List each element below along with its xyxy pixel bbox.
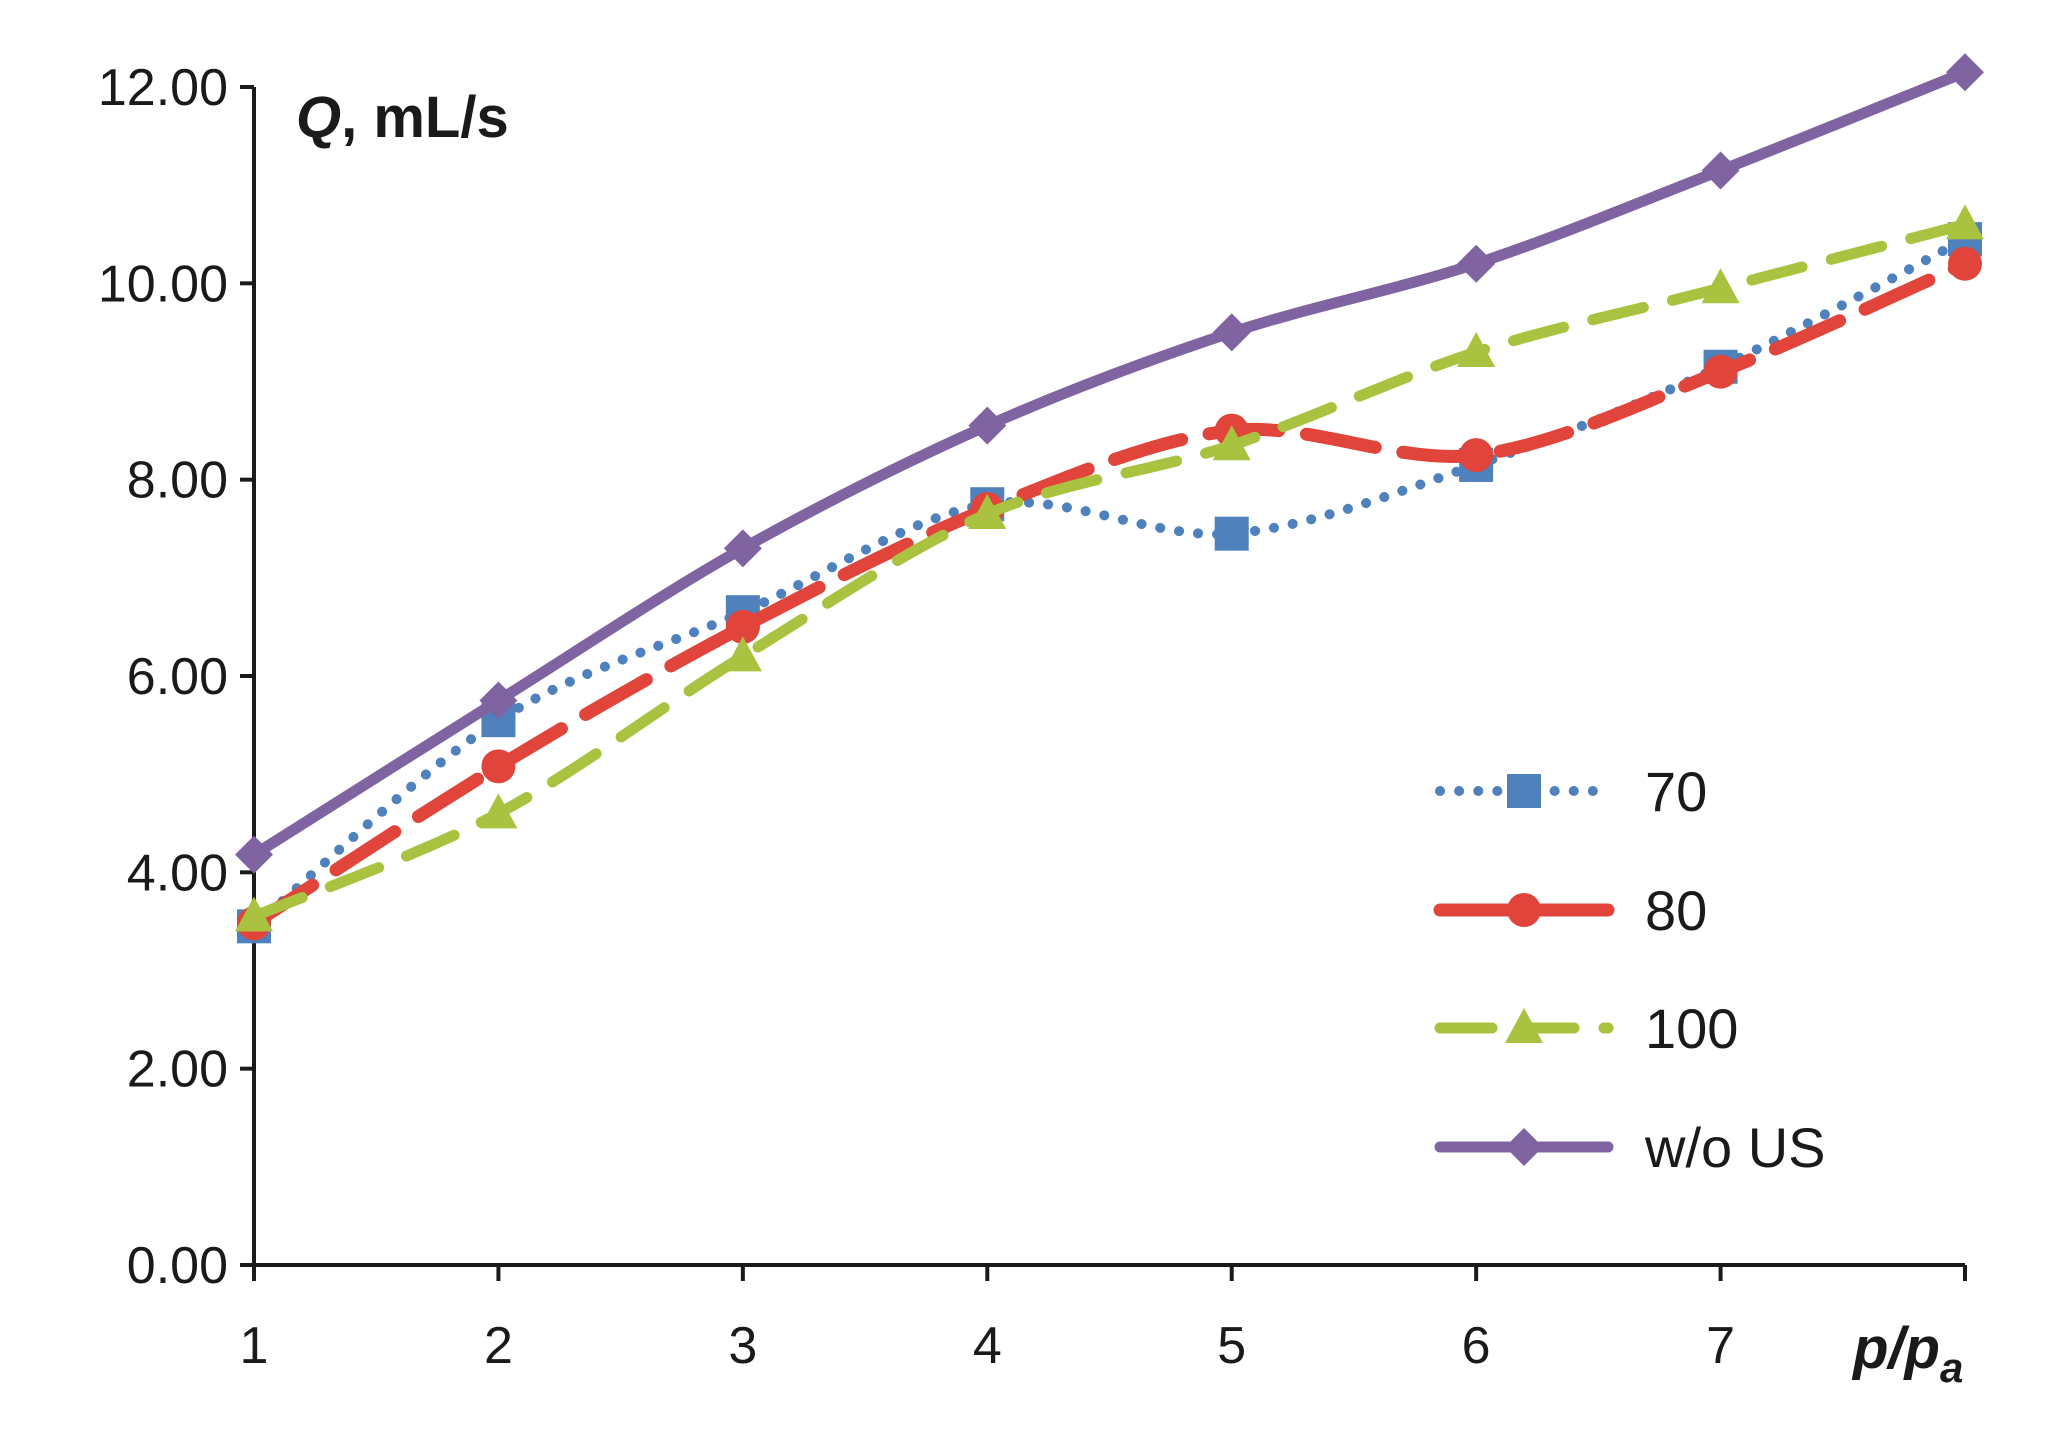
legend-label: w/o US — [1644, 1116, 1826, 1179]
data-point-triangle — [1946, 204, 1984, 240]
data-point-triangle — [723, 636, 762, 672]
data-point-diamond — [723, 529, 762, 568]
data-point-circle — [1948, 246, 1982, 281]
legend-item: 70 — [1435, 760, 1707, 823]
x-tick-label: 3 — [728, 1317, 757, 1375]
data-point-triangle — [235, 896, 273, 932]
legend-item: 100 — [1434, 997, 1738, 1060]
series-line — [248, 218, 1971, 923]
x-axis-title: p/pa — [1851, 1316, 1963, 1391]
x-axis-title-subscript: a — [1940, 1344, 1963, 1391]
data-point-triangle — [479, 793, 518, 829]
y-ticks: 0.00 2.00 4.00 6.00 8.00 10.00 12.00 — [98, 59, 254, 1295]
data-point-diamond — [968, 406, 1007, 445]
legend-label: 100 — [1645, 997, 1738, 1060]
data-point-triangle — [1457, 332, 1496, 368]
data-point-circle — [1459, 438, 1494, 473]
legend-marker-triangle — [1505, 1008, 1543, 1043]
legend: 70 80 100 w/o US — [1433, 760, 1826, 1179]
legend-marker-circle — [1507, 893, 1541, 927]
data-point-triangle — [968, 494, 1007, 530]
y-axis-title-unit: , mL/s — [341, 85, 509, 150]
x-axis-title-main: p/p — [1851, 1316, 1940, 1381]
data-point-circle — [725, 609, 760, 644]
x-tick-label: 1 — [240, 1317, 269, 1375]
x-tick-label: 5 — [1217, 1317, 1246, 1375]
series-100 — [235, 204, 1984, 932]
axes — [252, 87, 1965, 1267]
data-point-diamond — [1946, 53, 1984, 92]
legend-label: 80 — [1645, 879, 1707, 942]
y-tick-label: 6.00 — [127, 648, 228, 706]
series-w-o-us — [235, 53, 1984, 874]
series-line — [248, 66, 1971, 861]
y-tick-label: 12.00 — [98, 59, 228, 117]
data-point-triangle — [1212, 425, 1251, 461]
series-layer — [235, 53, 1984, 944]
legend-item: w/o US — [1434, 1116, 1826, 1179]
data-point-diamond — [479, 681, 518, 720]
y-tick-label: 10.00 — [98, 255, 228, 313]
x-tick-label: 4 — [973, 1317, 1002, 1375]
x-tick-label: 6 — [1462, 1317, 1491, 1375]
data-point-square — [1214, 516, 1249, 551]
legend-item: 80 — [1433, 879, 1707, 942]
data-point-diamond — [235, 835, 273, 874]
x-tick-label: 2 — [484, 1317, 513, 1375]
data-point-triangle — [1701, 268, 1740, 304]
data-point-circle — [1703, 354, 1738, 389]
y-tick-label: 8.00 — [127, 452, 228, 510]
y-axis-title: Q, mL/s — [296, 85, 509, 150]
x-tick-label: 7 — [1706, 1317, 1735, 1375]
x-ticks: 1 2 3 4 5 6 7 — [240, 1265, 1967, 1375]
y-axis-title-symbol: Q — [296, 85, 341, 150]
data-point-diamond — [1701, 151, 1740, 190]
y-tick-label: 2.00 — [127, 1041, 228, 1099]
y-tick-label: 4.00 — [127, 844, 228, 902]
data-point-diamond — [1212, 313, 1251, 352]
legend-label: 70 — [1645, 760, 1707, 823]
data-point-circle — [481, 749, 516, 784]
legend-marker-square — [1507, 774, 1541, 808]
series-70 — [237, 222, 1982, 944]
legend-marker-diamond — [1505, 1128, 1543, 1166]
y-tick-label: 0.00 — [127, 1237, 228, 1295]
data-point-diamond — [1457, 244, 1496, 283]
series-line — [247, 257, 1972, 930]
